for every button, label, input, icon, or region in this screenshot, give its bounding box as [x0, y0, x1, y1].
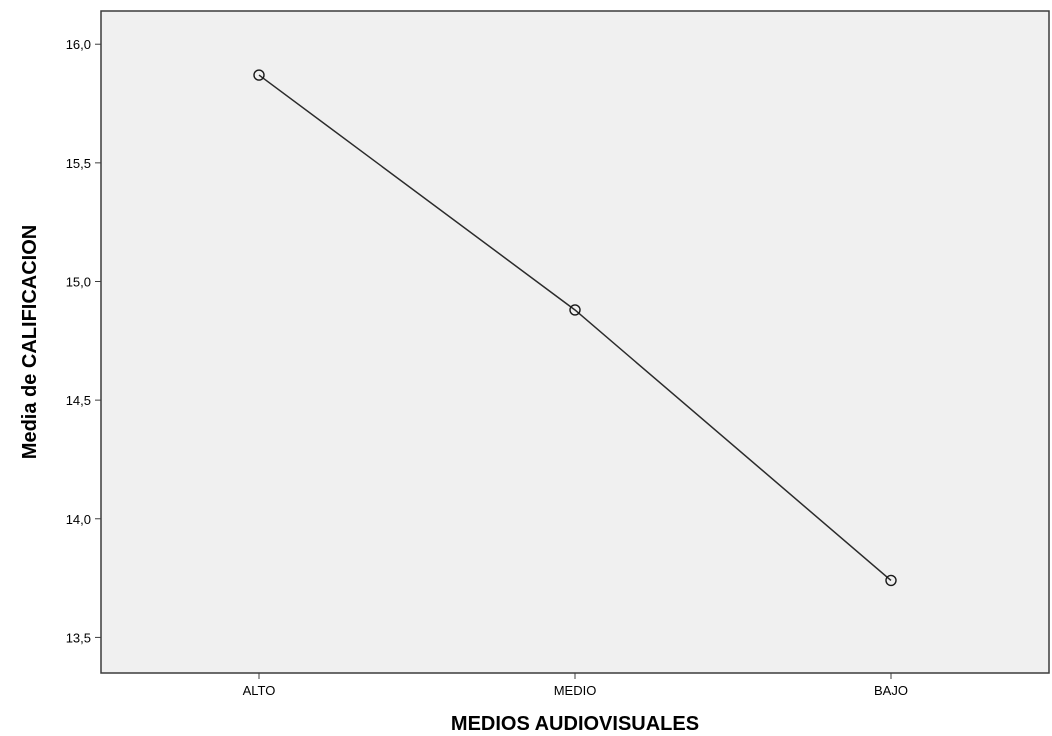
- x-tick-label: ALTO: [243, 683, 276, 698]
- y-tick-label: 15,0: [66, 274, 91, 289]
- x-axis-title: MEDIOS AUDIOVISUALES: [451, 713, 699, 735]
- y-axis: 13,5 14,0 14,5 15,0 15,5 16,0: [66, 37, 101, 645]
- y-tick-label: 13,5: [66, 630, 91, 645]
- y-tick-label: 15,5: [66, 156, 91, 171]
- x-tick-label: BAJO: [874, 683, 908, 698]
- x-axis: ALTO MEDIO BAJO: [243, 673, 908, 698]
- data-point-marker: [569, 304, 581, 316]
- plot-area: [100, 10, 1050, 674]
- y-tick-label: 14,5: [66, 393, 91, 408]
- x-tick-label: MEDIO: [554, 683, 597, 698]
- series-markers: [253, 69, 897, 587]
- y-tick-label: 16,0: [66, 37, 91, 52]
- series-line: [258, 74, 892, 582]
- data-point-marker: [885, 574, 897, 587]
- y-axis-title: Media de CALIFICACION: [19, 225, 41, 459]
- y-tick-label: 14,0: [66, 512, 91, 527]
- data-point-marker: [253, 69, 265, 81]
